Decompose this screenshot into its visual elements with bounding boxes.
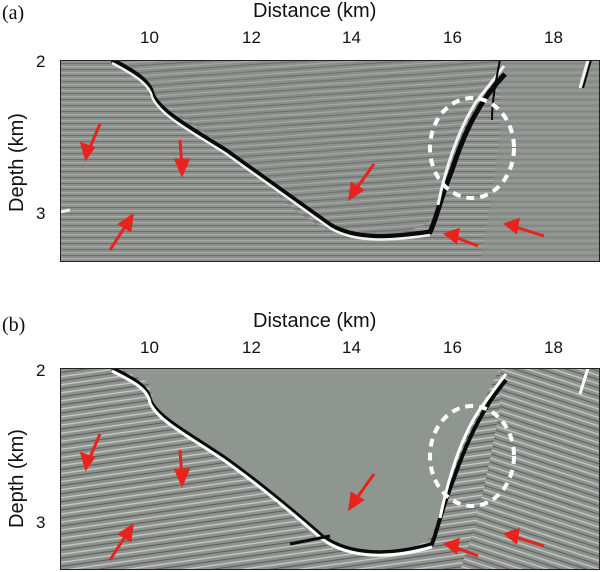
panel-b-far-right-event: [578, 368, 590, 395]
panel-a-left-corner-event: [60, 208, 71, 214]
panel-a-x-tick-18: 18: [544, 28, 563, 47]
panel-a-highlight-ellipse: [428, 96, 516, 200]
panel-a-x-tick-12: 12: [242, 28, 261, 47]
panel-b-arrow-5-head: [442, 537, 460, 555]
panel-a-arrow-6-head: [502, 217, 520, 235]
panel-a-top-salt-reflector: [110, 60, 507, 239]
panel-a-salt-interior: [118, 60, 500, 235]
panel-b-x-tick-18: 18: [544, 338, 563, 357]
panel-a-arrow-4-head: [348, 181, 365, 202]
panel-a-x-title: Distance (km): [253, 0, 377, 22]
panel-b-arrow-4-head: [348, 491, 365, 512]
panel-a-top-salt-reflector-bright: [111, 61, 431, 241]
panel-b-arrow-1-head: [79, 451, 96, 472]
panel-b-y-tick-3: 3: [36, 513, 46, 532]
panel-a-right-flank: [436, 65, 506, 206]
panel-b-y-tick-2: 2: [36, 361, 46, 380]
panel-b-arrow-2-head: [173, 468, 191, 488]
panel-a-right-block: [480, 60, 600, 262]
panel-a-y-tick-2: 2: [36, 52, 46, 71]
panel-a-x-tick-10: 10: [140, 28, 159, 47]
panel-b-x-tick-10: 10: [140, 338, 159, 357]
panel-b-arrow-6-head: [502, 527, 520, 545]
panel-a-label: (a): [2, 2, 25, 24]
panel-b-image: [60, 368, 600, 570]
panel-a-x-tick-14: 14: [342, 28, 361, 47]
panel-b-salt-interior: [118, 368, 500, 553]
panel-b-base-event: [289, 534, 331, 546]
panel-a-right-flank-dark: [491, 60, 501, 121]
panel-a-y-tick-3: 3: [36, 204, 46, 223]
panel-b-y-title: Depth (km): [6, 429, 28, 528]
panel-a-far-right-event-dark: [582, 60, 592, 89]
panel-b-top-salt-reflector-bright: [111, 369, 433, 557]
panel-b-top-salt-reflector: [111, 368, 508, 555]
panel-b-x-tick-14: 14: [342, 338, 361, 357]
panel-a-y-title: Depth (km): [6, 113, 28, 212]
panel-b-label: (b): [2, 314, 26, 336]
panel-a-x-tick-16: 16: [443, 28, 462, 47]
panel-b-highlight-ellipse: [428, 404, 516, 508]
panel-a-arrows: [79, 123, 545, 251]
panel-a-arrow-1-head: [79, 141, 96, 162]
panel-a-image: [60, 60, 600, 262]
panel-a-arrow-5-head: [442, 227, 460, 245]
panel-b-x-tick-12: 12: [242, 338, 261, 357]
panel-b-right-flank: [438, 373, 508, 519]
panel-b-arrow-3-head: [117, 522, 134, 543]
panel-b-x-title: Distance (km): [253, 310, 377, 332]
panel-a-arrow-3-head: [117, 212, 134, 233]
panel-b-right-block: [460, 368, 600, 570]
panel-a-far-right-event: [578, 60, 590, 89]
panel-b-x-tick-16: 16: [443, 338, 462, 357]
panel-a-arrow-2-head: [173, 158, 191, 178]
panel-b-arrows: [79, 433, 545, 561]
